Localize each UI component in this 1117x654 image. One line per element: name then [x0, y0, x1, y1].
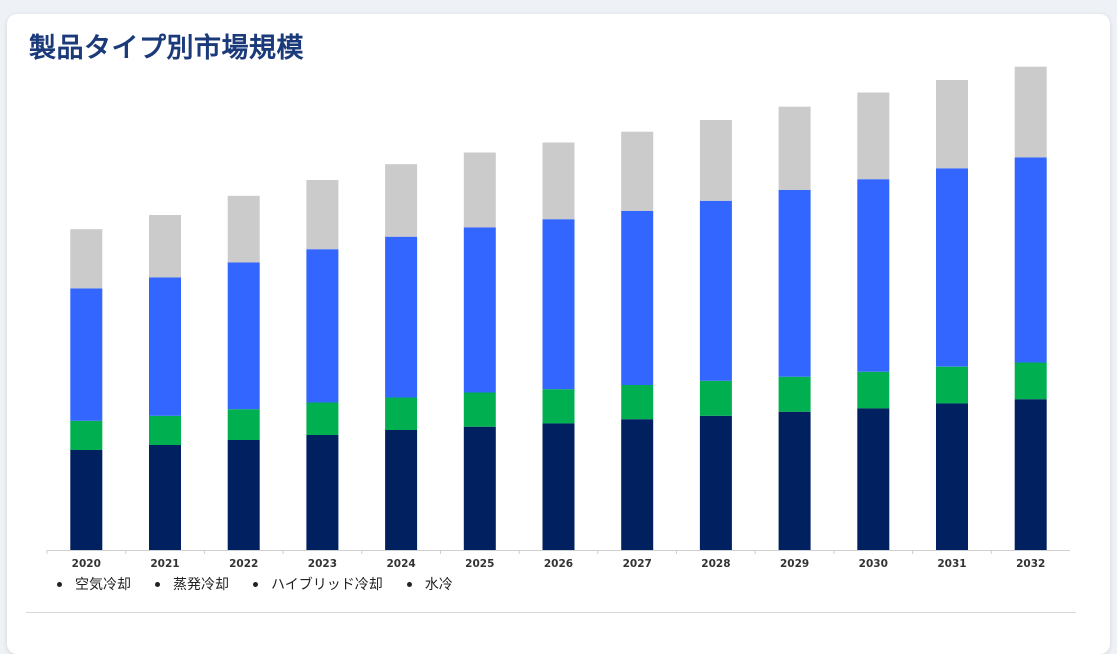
bar-segment	[857, 179, 890, 372]
bar-segment	[621, 419, 654, 550]
bar-segment	[778, 411, 811, 550]
x-tick-label: 2030	[859, 558, 888, 570]
x-tick-label: 2031	[937, 558, 966, 570]
bar-segment	[621, 210, 654, 385]
bar-segment	[699, 200, 732, 381]
legend-label: ハイブリッド冷却	[271, 577, 383, 593]
bar-segment	[385, 164, 418, 237]
x-tick-label: 2026	[544, 558, 573, 570]
bottom-divider	[26, 612, 1076, 613]
bar-segment	[621, 385, 654, 420]
bar-segment	[227, 262, 260, 410]
bar-segment	[463, 227, 496, 393]
bar-segment	[463, 392, 496, 427]
bar-segment	[149, 415, 181, 445]
bar-segment	[699, 380, 732, 416]
bar-segment	[70, 450, 103, 550]
bar-segment	[542, 142, 575, 220]
legend-bullet-icon	[57, 581, 62, 587]
x-tick-label: 2022	[229, 558, 258, 570]
bar-segment	[149, 215, 181, 278]
bar-segment	[149, 277, 181, 416]
bar-segment	[857, 408, 890, 550]
bar-segment	[463, 426, 496, 550]
bar-segment	[306, 249, 339, 403]
bar-segment	[306, 435, 339, 550]
bar-segment	[70, 420, 103, 450]
x-tick-label: 2021	[150, 558, 179, 570]
bar-segment	[621, 131, 654, 211]
bar-segment	[542, 423, 575, 550]
bar-segment	[778, 106, 811, 190]
bar-segment	[149, 445, 181, 550]
legend: 空気冷却 蒸発冷却 ハイブリッド冷却 水冷	[57, 574, 477, 594]
bar-segment	[936, 168, 968, 367]
x-tick-label: 2020	[72, 558, 101, 570]
legend-label: 水冷	[424, 577, 453, 593]
bar-segment	[542, 219, 575, 390]
bar-segment	[306, 402, 339, 435]
legend-bullet-icon	[253, 581, 258, 587]
chart-title: 製品タイプ別市場規模	[29, 33, 304, 64]
x-tick-label: 2027	[623, 558, 652, 570]
bar-segment	[699, 415, 732, 550]
legend-item: 蒸発冷却	[155, 574, 229, 594]
x-tick-label: 2028	[701, 558, 730, 570]
legend-label: 空気冷却	[75, 577, 131, 593]
x-tick-label: 2025	[465, 558, 494, 570]
x-tick-label: 2032	[1016, 558, 1045, 570]
legend-bullet-icon	[406, 581, 412, 587]
bar-segment	[778, 190, 811, 377]
bar-segment	[778, 376, 811, 412]
legend-item: 空気冷却	[57, 574, 131, 594]
bar-segment	[463, 152, 496, 228]
bar-segment	[699, 120, 732, 201]
bar-segment	[70, 229, 103, 289]
bar-segment	[542, 389, 575, 424]
x-tick-label: 2024	[386, 558, 415, 570]
legend-item: ハイブリッド冷却	[253, 574, 383, 594]
legend-bullet-icon	[155, 581, 160, 587]
bar-segment	[385, 430, 418, 550]
x-tick-label: 2023	[308, 558, 337, 570]
bar-segment	[1014, 399, 1047, 550]
bar-segment	[70, 288, 103, 421]
bar-segment	[227, 195, 260, 263]
bar-segment	[227, 440, 260, 550]
legend-item: 水冷	[406, 574, 453, 594]
bar-segment	[1014, 362, 1047, 400]
bar-segment	[857, 371, 890, 409]
bar-segment	[857, 92, 890, 180]
x-tick-label: 2029	[780, 558, 809, 570]
bar-segment	[385, 236, 418, 398]
bar-segment	[1014, 66, 1047, 158]
bar-segment	[306, 180, 339, 250]
bar-segment	[1014, 157, 1047, 363]
legend-label: 蒸発冷却	[173, 577, 229, 593]
bar-segment	[227, 409, 260, 440]
bar-segment	[936, 366, 968, 404]
bar-segment	[936, 403, 968, 550]
bar-segment	[936, 80, 968, 169]
bar-segment	[385, 397, 418, 430]
stacked-bar-chart: 2020 2021 2022 2023 2024 2025 2026 2027 2028 2029…	[46, 66, 1070, 570]
